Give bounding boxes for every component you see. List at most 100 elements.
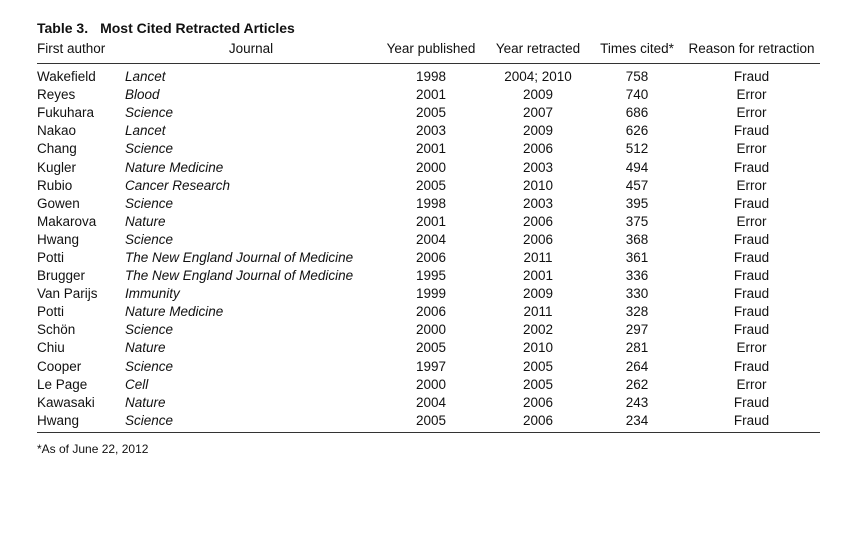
cell-journal: Science bbox=[125, 231, 174, 247]
table-row: Hwang Science 2004 2006 368 Fraud bbox=[37, 231, 820, 249]
cell-year-published: 2000 bbox=[415, 322, 447, 338]
cell-times-cited: 457 bbox=[625, 177, 649, 193]
cell-year-published: 2006 bbox=[415, 249, 447, 265]
cell-times-cited: 328 bbox=[625, 304, 649, 320]
cell-journal: Nature bbox=[125, 213, 166, 229]
cell-year-published: 2001 bbox=[415, 141, 447, 157]
cell-first-author: Van Parijs bbox=[37, 286, 98, 302]
cell-times-cited: 395 bbox=[625, 195, 649, 211]
cell-year-published: 2006 bbox=[415, 304, 447, 320]
table-row: Schön Science 2000 2002 297 Fraud bbox=[37, 321, 820, 339]
cell-first-author: Hwang bbox=[37, 411, 123, 433]
cell-year-retracted: 2001 bbox=[522, 268, 554, 284]
cell-times-cited: 375 bbox=[625, 213, 649, 229]
cell-year-retracted: 2009 bbox=[522, 286, 554, 302]
table-container: Table 3. Most Cited Retracted Articles Fi… bbox=[37, 18, 820, 456]
cell-journal: Nature Medicine bbox=[125, 304, 224, 320]
table-row: Makarova Nature 2001 2006 375 Error bbox=[37, 213, 820, 231]
cell-year-retracted: 2011 bbox=[523, 304, 553, 320]
cell-year-published: 2005 bbox=[415, 105, 447, 121]
cell-journal: Cell bbox=[125, 376, 149, 392]
cell-year-retracted: 2006 bbox=[522, 231, 554, 247]
table-row: Nakao Lancet 2003 2009 626 Fraud bbox=[37, 122, 820, 140]
cell-journal: Nature bbox=[125, 340, 166, 356]
cell-journal: Nature Medicine bbox=[125, 159, 224, 175]
cell-first-author: Kugler bbox=[37, 159, 77, 175]
cell-year-retracted: 2006 bbox=[522, 141, 554, 157]
cell-reason: Error bbox=[736, 340, 767, 356]
cell-reason: Fraud bbox=[733, 286, 770, 302]
header-year-retracted: Year retracted bbox=[485, 38, 591, 64]
cell-journal: Science bbox=[123, 411, 377, 433]
cell-year-published: 2001 bbox=[415, 213, 447, 229]
cell-first-author: Wakefield bbox=[37, 69, 96, 85]
table-row: Brugger The New England Journal of Medici… bbox=[37, 267, 820, 285]
cell-journal: Science bbox=[125, 141, 174, 157]
cell-times-cited: 758 bbox=[625, 69, 649, 85]
cell-reason: Fraud bbox=[733, 159, 770, 175]
cell-year-retracted: 2011 bbox=[523, 249, 553, 265]
cell-year-published: 1998 bbox=[415, 195, 447, 211]
cell-year-retracted: 2006 bbox=[485, 411, 591, 433]
cell-year-published: 2005 bbox=[415, 177, 447, 193]
cell-times-cited: 281 bbox=[625, 340, 649, 356]
cell-year-published: 1995 bbox=[415, 268, 447, 284]
cell-times-cited: 686 bbox=[625, 105, 649, 121]
cell-times-cited: 494 bbox=[625, 159, 649, 175]
cell-first-author: Makarova bbox=[37, 213, 97, 229]
cell-reason: Fraud bbox=[733, 322, 770, 338]
cell-first-author: Nakao bbox=[37, 123, 77, 139]
cell-year-retracted: 2002 bbox=[522, 322, 554, 338]
header-reason: Reason for retraction bbox=[683, 38, 820, 64]
table-footnote: *As of June 22, 2012 bbox=[37, 441, 149, 456]
cell-first-author: Chang bbox=[37, 141, 77, 157]
cell-year-published: 1997 bbox=[415, 358, 447, 374]
cell-reason: Fraud bbox=[733, 304, 770, 320]
header-first-author: First author bbox=[37, 38, 123, 64]
cell-journal: Science bbox=[125, 322, 174, 338]
table-row: Kawasaki Nature 2004 2006 243 Fraud bbox=[37, 394, 820, 412]
table-caption-title: Most Cited Retracted Articles bbox=[100, 20, 295, 36]
cell-journal: Immunity bbox=[125, 286, 180, 302]
table-row: Fukuhara Science 2005 2007 686 Error bbox=[37, 104, 820, 122]
table-row: Reyes Blood 2001 2009 740 Error bbox=[37, 86, 820, 104]
cell-reason: Fraud bbox=[733, 123, 770, 139]
cell-year-published: 1998 bbox=[415, 69, 447, 85]
cell-year-retracted: 2009 bbox=[522, 123, 554, 139]
cell-year-published: 2001 bbox=[415, 87, 447, 103]
cell-year-published: 1999 bbox=[415, 286, 447, 302]
header-times-cited: Times cited* bbox=[591, 38, 683, 64]
cell-journal: Science bbox=[125, 195, 174, 211]
cell-times-cited: 368 bbox=[625, 231, 649, 247]
cell-year-retracted: 2007 bbox=[522, 105, 554, 121]
cell-year-retracted: 2006 bbox=[522, 213, 554, 229]
cell-times-cited: 234 bbox=[591, 411, 683, 433]
table-row: Chang Science 2001 2006 512 Error bbox=[37, 140, 820, 158]
cell-first-author: Brugger bbox=[37, 268, 86, 284]
cell-reason: Fraud bbox=[683, 411, 820, 433]
cell-first-author: Potti bbox=[37, 249, 65, 265]
cell-year-retracted: 2003 bbox=[522, 195, 554, 211]
cell-reason: Error bbox=[736, 376, 767, 392]
table-body: Wakefield Lancet 1998 2004; 2010 758 Fraud Rey… bbox=[37, 64, 820, 433]
cell-times-cited: 243 bbox=[625, 394, 649, 410]
cell-reason: Error bbox=[736, 105, 767, 121]
cell-year-published: 2005 bbox=[415, 340, 447, 356]
table-row: Cooper Science 1997 2005 264 Fraud bbox=[37, 358, 820, 376]
cell-first-author: Le Page bbox=[37, 376, 88, 392]
cell-reason: Error bbox=[736, 87, 767, 103]
cell-times-cited: 264 bbox=[625, 358, 649, 374]
cell-year-published: 2000 bbox=[415, 376, 447, 392]
cell-year-published: 2004 bbox=[415, 231, 447, 247]
table-row: Hwang Science 2005 2006 234 Fraud bbox=[37, 411, 820, 433]
table-row: Chiu Nature 2005 2010 281 Error bbox=[37, 339, 820, 357]
cell-year-retracted: 2010 bbox=[522, 177, 554, 193]
cell-year-retracted: 2006 bbox=[522, 394, 554, 410]
cell-year-retracted: 2010 bbox=[522, 340, 554, 356]
table-row: Wakefield Lancet 1998 2004; 2010 758 Fraud bbox=[37, 64, 820, 87]
cell-reason: Fraud bbox=[733, 249, 770, 265]
cell-journal: The New England Journal of Medicine bbox=[125, 268, 354, 284]
cell-year-retracted: 2005 bbox=[522, 358, 554, 374]
cell-times-cited: 262 bbox=[625, 376, 649, 392]
cell-year-published: 2004 bbox=[415, 394, 447, 410]
